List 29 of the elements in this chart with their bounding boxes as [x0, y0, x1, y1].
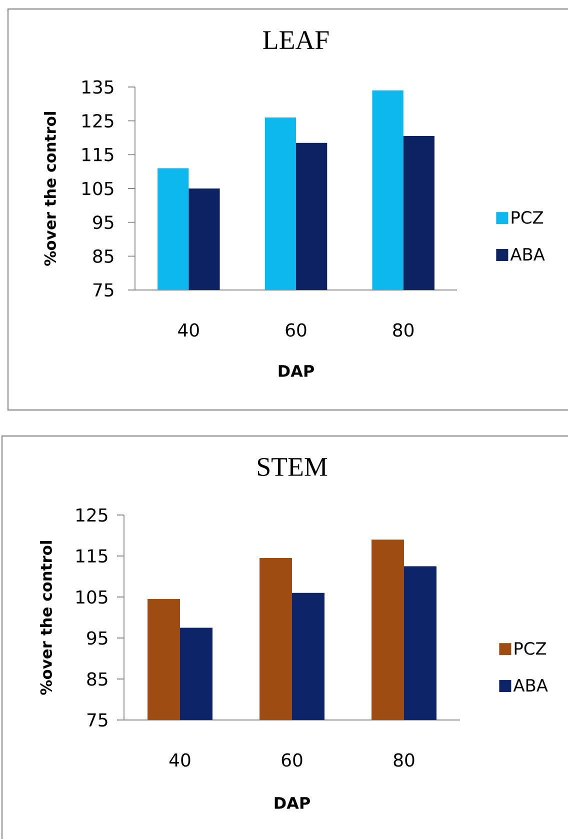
y-axis-title: %over the control — [40, 541, 52, 695]
y-tick-label: 125 — [76, 508, 108, 522]
chart-title: LEAF — [263, 31, 329, 49]
x-tick-label: 60 — [282, 753, 302, 767]
y-tick-label: 105 — [82, 182, 114, 196]
legend-label: PCZ — [512, 211, 544, 224]
y-tick-label: 85 — [93, 249, 114, 263]
y-tick-label: 75 — [87, 713, 108, 727]
x-tick-label: 40 — [178, 323, 199, 337]
y-tick-label: 135 — [82, 80, 114, 94]
legend-label: PCZ — [514, 642, 546, 655]
y-tick-label: 125 — [82, 114, 114, 128]
y-tick-label: 115 — [76, 549, 108, 563]
x-axis-title: DAP — [274, 797, 310, 809]
y-axis-title: %over the control — [44, 112, 56, 266]
x-tick-label: 60 — [286, 323, 306, 337]
legend-label: ABA — [513, 679, 548, 692]
x-tick-label: 80 — [394, 753, 414, 767]
y-tick-label: 115 — [82, 148, 114, 162]
y-tick-label: 85 — [87, 672, 108, 686]
y-tick-label: 95 — [93, 216, 114, 230]
chart-title: STEM — [258, 458, 328, 476]
y-tick-label: 105 — [76, 590, 108, 604]
legend-label: ABA — [510, 248, 545, 260]
y-tick-label: 75 — [93, 283, 114, 297]
x-tick-label: 40 — [169, 753, 190, 767]
x-tick-label: 80 — [393, 323, 414, 337]
x-axis-title: DAP — [278, 365, 314, 377]
y-tick-label: 95 — [87, 631, 108, 645]
